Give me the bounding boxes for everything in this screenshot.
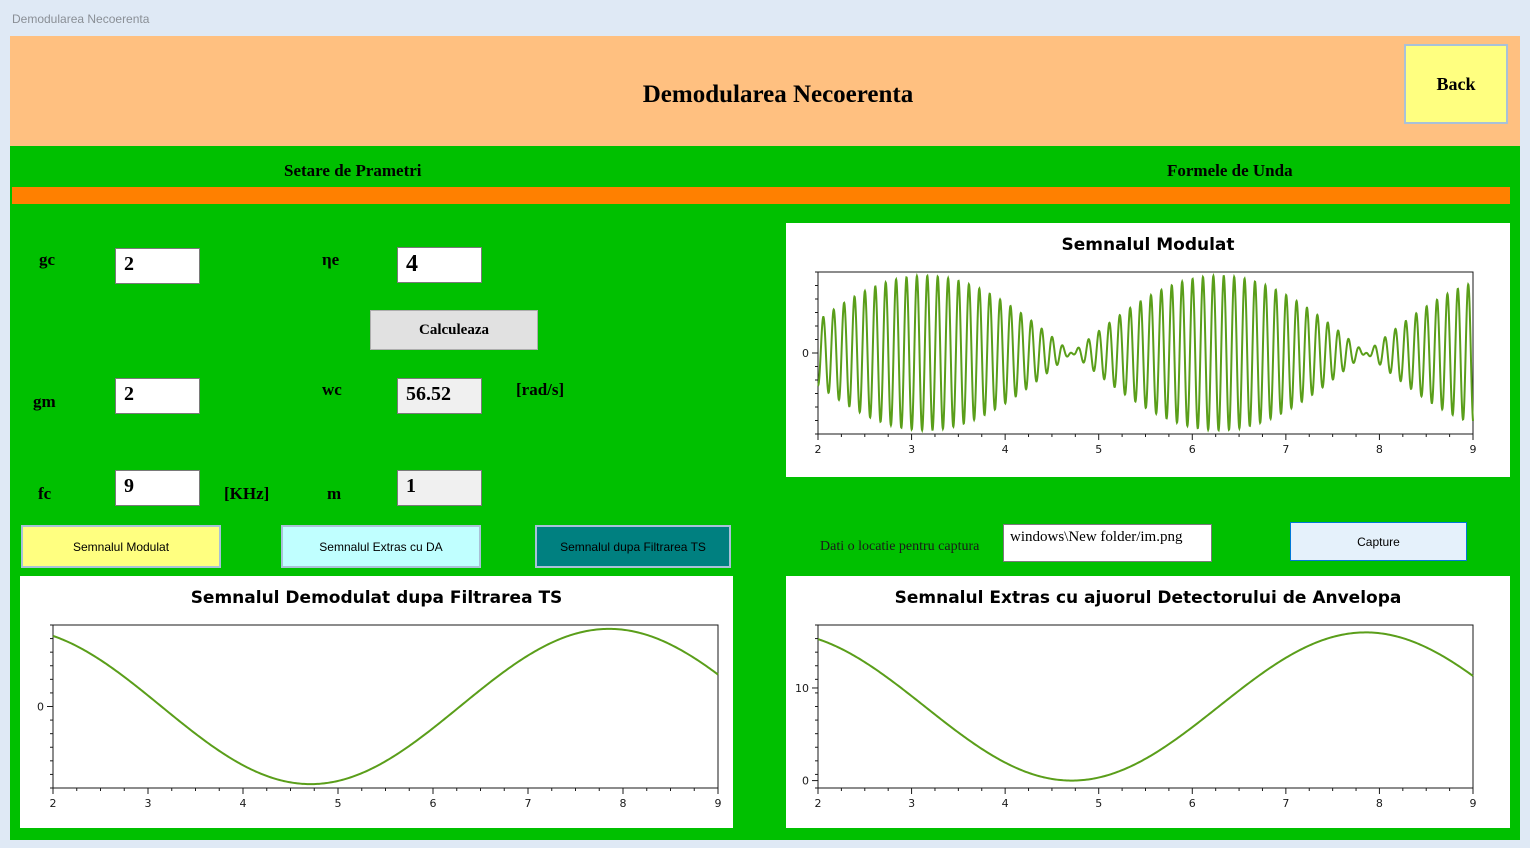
section-params-title: Setare de Prametri (284, 161, 422, 180)
fc-label: fc (38, 484, 52, 503)
fc-unit: [KHz] (224, 484, 270, 503)
x-tick-label: 8 (1376, 797, 1383, 810)
x-tick-label: 9 (1470, 443, 1477, 456)
chart-modulated-plot: 2 3 4 5 6 7 8 9 0 (802, 271, 1477, 456)
gc-input[interactable]: 2 (115, 248, 200, 284)
x-tick-label: 8 (620, 797, 627, 810)
chart-demodulated-plot: 2 3 4 5 6 7 8 9 0 (37, 624, 722, 810)
calculate-button[interactable]: Calculeaza (370, 310, 538, 350)
gc-label: gc (39, 250, 56, 269)
gm-label: gm (33, 392, 56, 411)
x-tick-label: 9 (1470, 797, 1477, 810)
y-tick-label: 10 (795, 682, 809, 695)
plot-frame (817, 624, 1474, 789)
x-tick-label: 5 (1095, 443, 1102, 456)
x-tick-label: 2 (815, 443, 822, 456)
plot-frame (52, 624, 719, 789)
gm-input[interactable]: 2 (115, 378, 200, 414)
client-area: Demodularea Necoerenta Back Setare de Pr… (10, 36, 1520, 840)
chart-envelope: Semnalul Extras cu ajuorul Detectorului … (786, 576, 1510, 828)
y-tick-label: 0 (802, 775, 809, 788)
capture-location-label: Dati o locatie pentru captura (820, 539, 980, 554)
m-label: m (327, 484, 342, 503)
y-tick-label: 0 (802, 347, 809, 360)
back-button[interactable]: Back (1404, 44, 1508, 124)
x-tick-label: 4 (240, 797, 247, 810)
capture-path-input[interactable]: windows\New folder/im.png (1003, 524, 1212, 562)
section-waves-title: Formele de Unda (1167, 161, 1293, 180)
chart-modulated-title: Semnalul Modulat (1061, 235, 1235, 255)
x-tick-label: 3 (908, 443, 915, 456)
chart-envelope-plot: 2 3 4 5 6 7 8 9 0 10 (795, 624, 1477, 810)
x-tick-label: 3 (908, 797, 915, 810)
series-line (817, 631, 1474, 782)
window-title: Demodularea Necoerenta (12, 12, 150, 26)
wc-unit: [rad/s] (516, 380, 565, 399)
x-tick-label: 6 (1189, 443, 1196, 456)
capture-button[interactable]: Capture (1290, 522, 1467, 561)
ne-label: ηe (322, 250, 340, 269)
series-line (817, 272, 1474, 434)
x-tick-label: 8 (1376, 443, 1383, 456)
page-title: Demodularea Necoerenta (642, 81, 914, 108)
wc-output: 56.52 (397, 378, 482, 414)
extracted-signal-button[interactable]: Semnalul Extras cu DA (281, 525, 481, 568)
header-panel: Demodularea Necoerenta Back (10, 36, 1520, 146)
x-tick-label: 2 (50, 797, 57, 810)
fc-input[interactable]: 9 (115, 470, 200, 506)
chart-envelope-title: Semnalul Extras cu ajuorul Detectorului … (894, 588, 1402, 608)
title-bar: Demodularea Necoerenta (0, 0, 1530, 32)
ne-input[interactable]: 4 (397, 247, 482, 283)
m-output: 1 (397, 470, 482, 506)
filtered-signal-button[interactable]: Semnalul dupa Filtrarea TS (535, 525, 731, 568)
x-tick-label: 2 (815, 797, 822, 810)
x-tick-label: 6 (430, 797, 437, 810)
x-tick-label: 7 (1282, 797, 1289, 810)
chart-modulated: Semnalul Modulat 2 3 4 5 6 7 8 9 0 (786, 223, 1510, 477)
x-tick-label: 7 (1282, 443, 1289, 456)
x-tick-label: 7 (525, 797, 532, 810)
x-tick-label: 5 (1095, 797, 1102, 810)
y-tick-label: 0 (37, 701, 44, 714)
series-line (52, 627, 719, 786)
x-tick-label: 6 (1189, 797, 1196, 810)
x-tick-label: 4 (1002, 797, 1009, 810)
modulated-signal-button[interactable]: Semnalul Modulat (21, 525, 221, 568)
x-tick-label: 9 (715, 797, 722, 810)
wc-label: wc (322, 380, 342, 399)
x-tick-label: 4 (1002, 443, 1009, 456)
x-tick-label: 3 (145, 797, 152, 810)
divider-bar (12, 187, 1510, 204)
chart-demodulated-title: Semnalul Demodulat dupa Filtrarea TS (190, 588, 563, 608)
chart-demodulated: Semnalul Demodulat dupa Filtrarea TS 2 3 4… (20, 576, 733, 828)
x-tick-label: 5 (335, 797, 342, 810)
